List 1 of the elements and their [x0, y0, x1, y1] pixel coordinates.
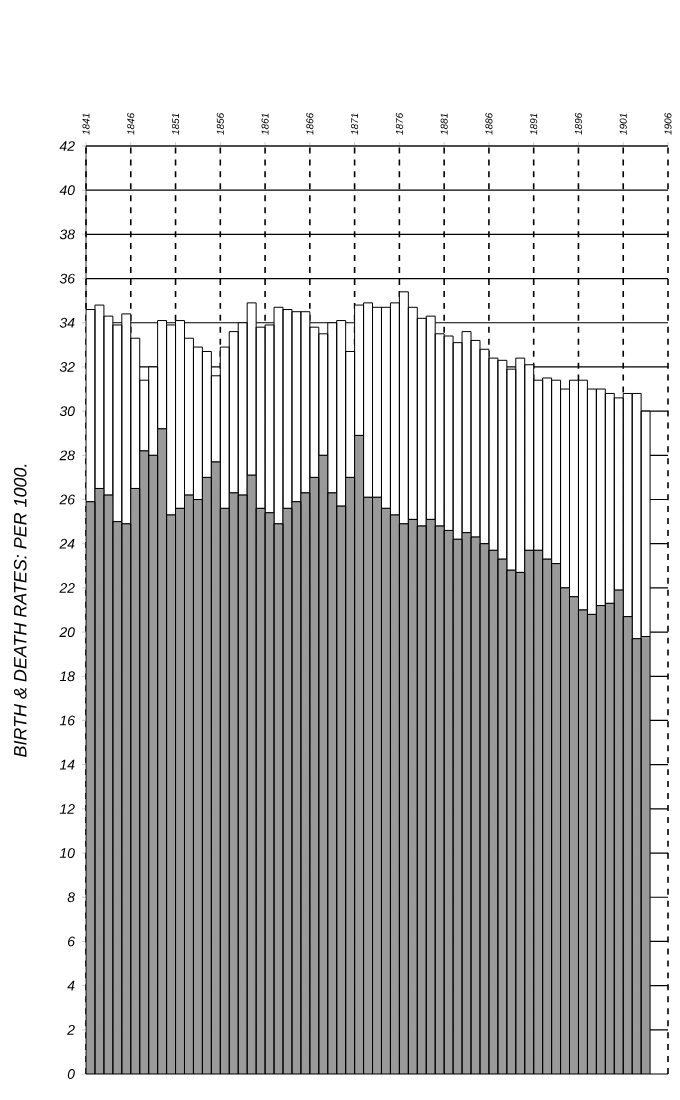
y-axis-title: BIRTH & DEATH RATES: PER 1000.: [13, 464, 27, 757]
